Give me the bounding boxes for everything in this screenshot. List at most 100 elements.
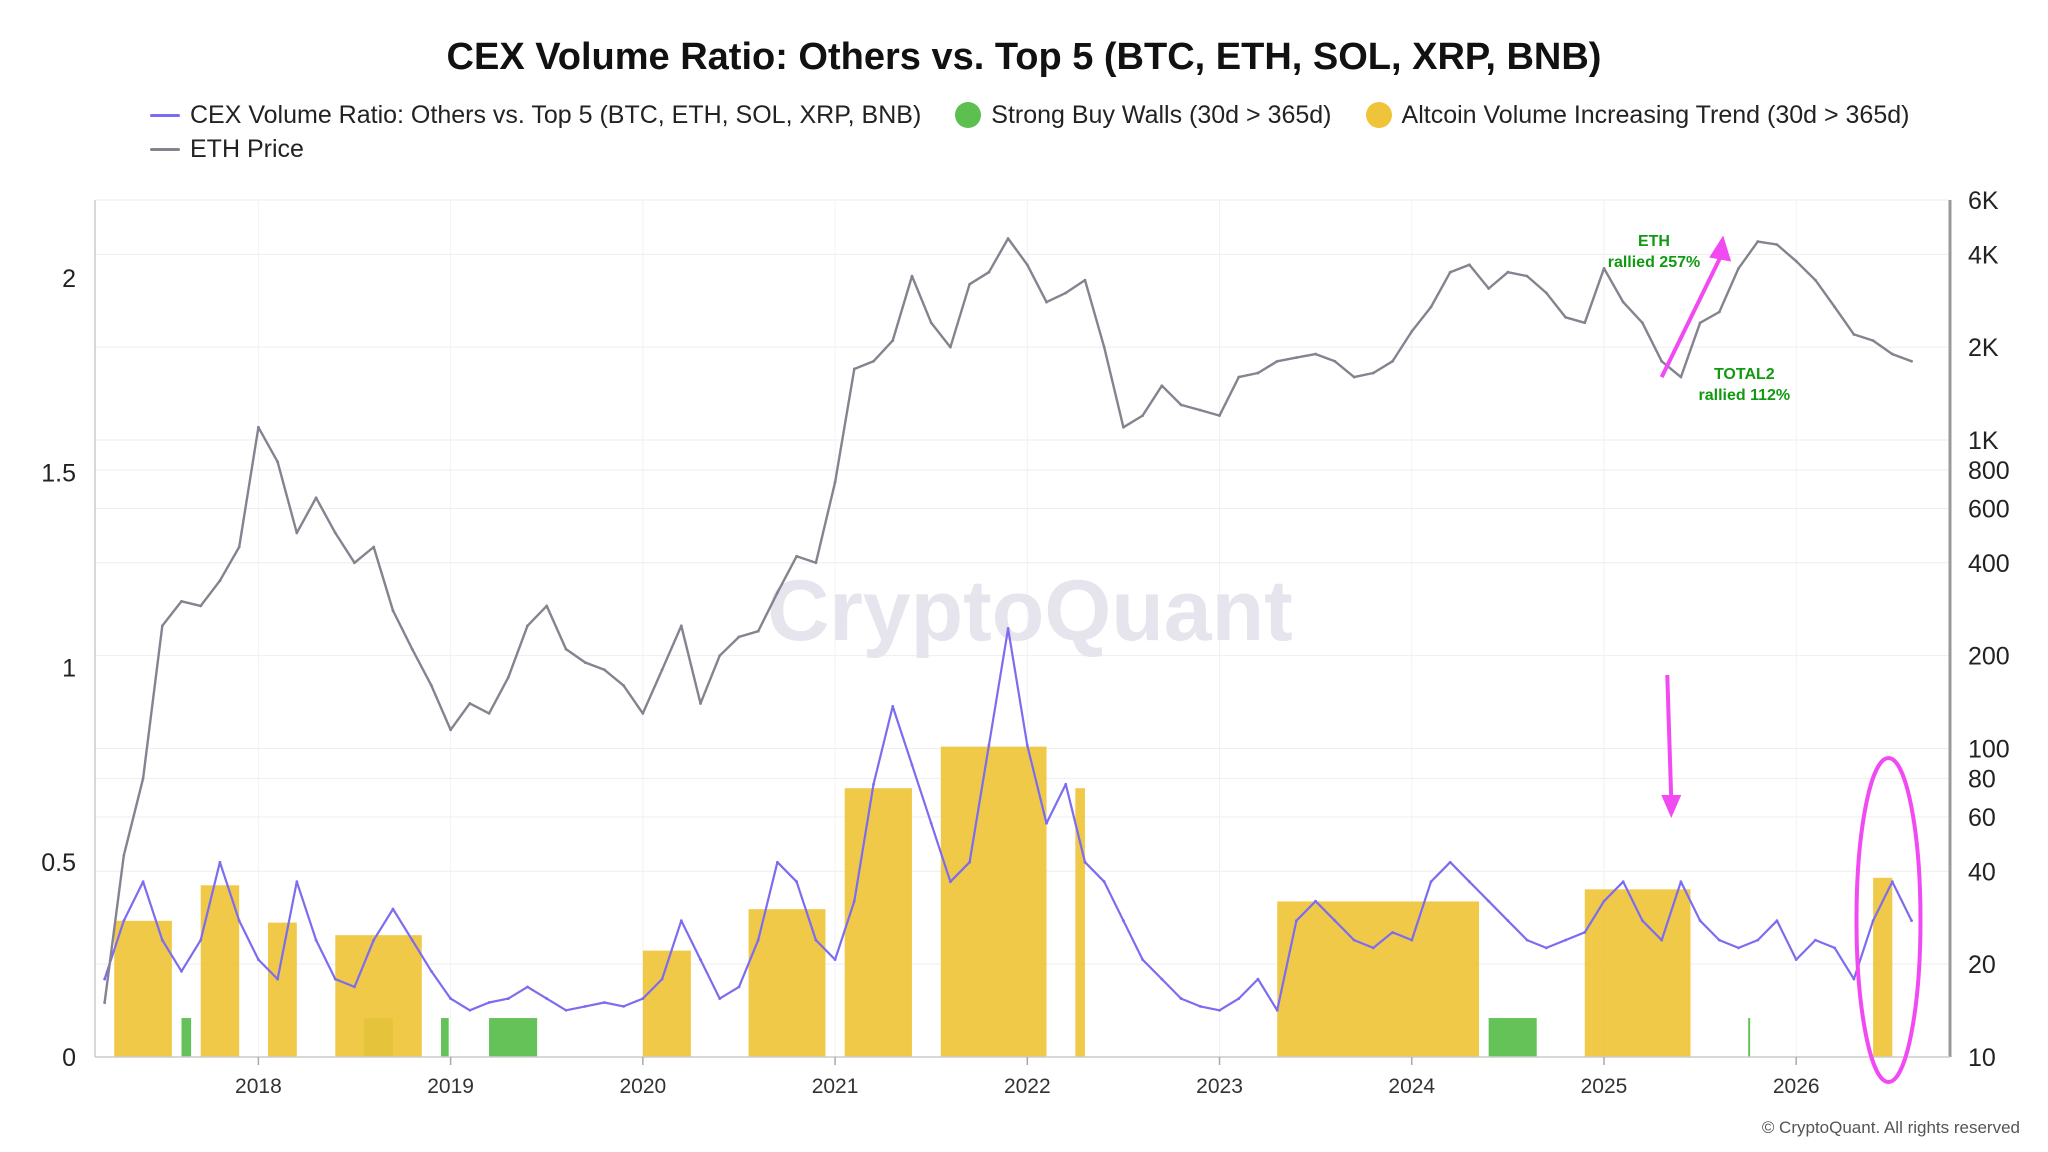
eth-price-point-25	[583, 661, 587, 664]
altcoin-trend-band-6	[844, 788, 912, 1057]
eth-price-point-68	[1410, 330, 1414, 333]
eth-price-point-69	[1429, 305, 1433, 309]
eth-price-point-84	[1717, 310, 1721, 314]
x-tick-label-8: 2026	[1773, 1075, 1820, 1098]
x-tick-label-6: 2024	[1388, 1075, 1435, 1098]
eth-price-point-87	[1775, 243, 1779, 247]
eth-price-point-1	[122, 854, 126, 857]
eth-price-point-6	[218, 579, 222, 583]
legend-label-altcoin-trend: Altcoin Volume Increasing Trend (30d > 3…	[1401, 100, 1910, 129]
eth-price-point-46	[987, 270, 991, 274]
chart-legend: CEX Volume Ratio: Others vs. Top 5 (BTC,…	[150, 98, 2010, 166]
eth-price-point-90	[1833, 305, 1837, 309]
eth-rally-arrowhead	[1709, 235, 1732, 262]
legend-item-ratio[interactable]: CEX Volume Ratio: Others vs. Top 5 (BTC,…	[150, 101, 921, 130]
ratio-point-18	[449, 997, 453, 1000]
eth-price-point-70	[1448, 270, 1452, 274]
legend-swatch-altcoin-trend	[1365, 102, 1392, 128]
eth-price-point-55	[1160, 384, 1164, 388]
eth-price-point-21	[506, 676, 510, 679]
ratio-point-85	[1737, 946, 1740, 950]
eth-price-point-94	[1910, 359, 1913, 363]
eth-price-point-37	[814, 561, 818, 565]
ratio-point-75	[1544, 946, 1548, 950]
eth-price-point-38	[833, 480, 837, 484]
eth-price-point-11	[314, 496, 318, 500]
eth-price-point-22	[526, 624, 529, 628]
ratio-point-76	[1564, 938, 1567, 942]
ratio-point-94	[1910, 919, 1913, 923]
legend-item-buy-walls[interactable]: Strong Buy Walls (30d > 365d)	[955, 101, 1332, 130]
eth-price-point-76	[1564, 315, 1567, 319]
ratio-point-82	[1679, 880, 1683, 884]
ratio-point-84	[1717, 938, 1721, 942]
eth-price-point-85	[1737, 267, 1740, 270]
eth-price-point-31	[699, 702, 702, 705]
eth-price-point-52	[1102, 345, 1106, 349]
ratio-point-89	[1814, 938, 1817, 942]
legend-swatch-eth-price	[150, 147, 180, 151]
y-right-tick-label-0: 10	[1968, 1044, 1996, 1072]
altcoin-trend-band-2	[268, 922, 297, 1057]
ratio-point-56	[1179, 997, 1183, 1000]
eth-price-point-72	[1487, 287, 1491, 290]
eth-price-point-64	[1333, 359, 1337, 363]
eth-price-point-62	[1295, 356, 1298, 360]
ratio-point-7	[237, 919, 241, 923]
ratio-point-67	[1391, 930, 1394, 934]
ratio-point-88	[1794, 958, 1798, 962]
ratio-point-30	[679, 919, 683, 923]
ratio-point-40	[872, 782, 875, 786]
x-tick-label-3: 2021	[812, 1075, 859, 1098]
eth-price-point-92	[1871, 339, 1875, 343]
ratio-point-62	[1295, 919, 1298, 923]
eth-price-point-15	[391, 609, 395, 612]
ratio-point-50	[1064, 782, 1068, 786]
ratio-down-arrowhead	[1661, 795, 1682, 818]
annotations-layer: ETH rallied 257% TOTAL2 rallied 112%	[1608, 233, 1923, 1084]
eth-price-point-18	[449, 728, 453, 732]
eth-price-point-35	[776, 591, 779, 595]
ratio-point-44	[949, 880, 952, 884]
eth-rally-arrow	[1659, 250, 1725, 378]
buy-wall-band-5	[1748, 1018, 1751, 1057]
eth-price-point-48	[1025, 263, 1029, 267]
y-left-tick-label-3: 1.5	[41, 460, 76, 488]
legend-row-2: ETH Price	[150, 132, 2010, 166]
eth-price-point-74	[1525, 274, 1529, 278]
y-right-tick-label-8: 600	[1968, 495, 2010, 523]
eth-price-point-23	[545, 604, 549, 608]
eth-price-point-47	[1006, 237, 1010, 240]
altcoin-trend-band-1	[200, 885, 240, 1057]
ratio-point-59	[1237, 997, 1241, 1000]
ratio-point-13	[353, 985, 356, 989]
legend-item-altcoin-trend[interactable]: Altcoin Volume Increasing Trend (30d > 3…	[1365, 100, 1910, 130]
ratio-point-16	[410, 938, 414, 942]
eth-price-point-7	[237, 545, 241, 549]
ratio-point-8	[256, 958, 260, 962]
eth-price-point-59	[1237, 375, 1241, 379]
altcoin-trend-band-4	[642, 950, 691, 1057]
eth-price-point-39	[852, 367, 856, 371]
y-right-tick-label-12: 4K	[1968, 241, 1999, 269]
watermark: CryptoQuant	[767, 563, 1293, 659]
ratio-point-37	[814, 938, 818, 942]
eth-price-point-24	[564, 647, 568, 651]
eth-price-point-16	[410, 647, 414, 651]
eth-price-point-40	[872, 359, 875, 363]
eth-price-point-20	[487, 711, 491, 715]
highlight-ellipse	[1854, 756, 1923, 1084]
ratio-point-78	[1602, 899, 1606, 903]
eth-price-point-77	[1583, 321, 1587, 325]
legend-item-eth-price[interactable]: ETH Price	[150, 135, 304, 164]
y-right-tick-label-6: 200	[1968, 643, 2010, 671]
eth-price-point-44	[949, 345, 952, 349]
x-tick-label-5: 2023	[1196, 1075, 1243, 1098]
eth-price-point-49	[1045, 300, 1048, 304]
y-right-tick-label-9: 800	[1968, 457, 2010, 485]
ratio-point-51	[1083, 860, 1087, 864]
eth-price-point-42	[910, 274, 914, 278]
ratio-point-32	[718, 997, 722, 1000]
